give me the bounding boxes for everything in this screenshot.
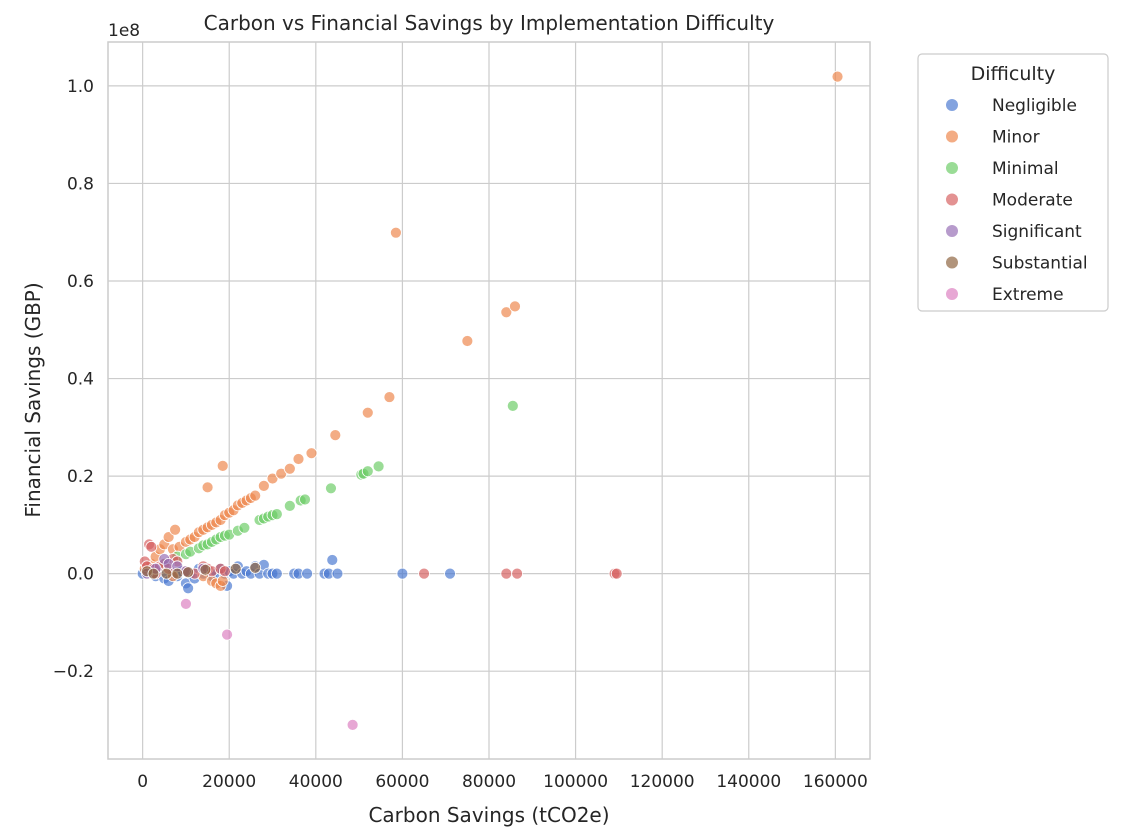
point-minor bbox=[383, 391, 396, 403]
point-minimal bbox=[283, 499, 296, 512]
y-axis-label: Financial Savings (GBP) bbox=[21, 282, 45, 517]
point-negligible bbox=[331, 567, 344, 580]
point-minor bbox=[461, 335, 474, 347]
point-minor bbox=[216, 459, 229, 472]
x-tick-label: 100000 bbox=[543, 772, 608, 792]
point-minor bbox=[169, 523, 182, 536]
point-moderate bbox=[511, 567, 524, 580]
point-moderate bbox=[610, 567, 623, 580]
point-negligible bbox=[270, 567, 283, 580]
legend-marker-substantial bbox=[946, 256, 958, 269]
legend-marker-moderate bbox=[946, 193, 958, 206]
point-minor bbox=[257, 479, 270, 492]
x-tick-labels: 0 20000 40000 60000 80000 100000 120000 140000 1… bbox=[137, 772, 868, 792]
point-minimal bbox=[325, 482, 337, 495]
point-minor bbox=[216, 575, 229, 587]
point-moderate bbox=[418, 567, 430, 580]
legend-marker-significant bbox=[946, 225, 958, 237]
x-tick-label: 120000 bbox=[630, 772, 695, 792]
point-moderate bbox=[500, 567, 513, 580]
point-minor bbox=[292, 453, 305, 465]
point-minor bbox=[390, 226, 402, 239]
series-minimal bbox=[158, 399, 519, 570]
point-minor bbox=[509, 300, 521, 313]
grid bbox=[108, 42, 870, 759]
point-negligible bbox=[444, 567, 456, 580]
legend-marker-minimal bbox=[946, 162, 958, 174]
legend-label-negligible: Negligible bbox=[992, 96, 1077, 116]
y-tick-label: 0.8 bbox=[67, 174, 94, 194]
x-tick-label: 20000 bbox=[202, 772, 256, 792]
point-substantial bbox=[229, 562, 242, 575]
point-substantial bbox=[171, 567, 184, 580]
point-moderate bbox=[145, 540, 158, 553]
legend-label-minimal: Minimal bbox=[992, 159, 1059, 179]
point-negligible bbox=[301, 567, 314, 580]
point-minor bbox=[361, 406, 374, 419]
point-minor bbox=[329, 429, 342, 442]
point-negligible bbox=[182, 582, 194, 595]
legend-title: Difficulty bbox=[971, 63, 1056, 85]
point-extreme bbox=[180, 597, 192, 610]
point-minor bbox=[283, 462, 296, 475]
x-tick-label: 80000 bbox=[462, 772, 516, 792]
legend-marker-extreme bbox=[946, 288, 958, 300]
y-tick-label: 0.2 bbox=[67, 467, 94, 487]
point-substantial bbox=[160, 567, 173, 580]
chart-title: Carbon vs Financial Savings by Implement… bbox=[204, 11, 775, 35]
x-tick-label: 140000 bbox=[716, 772, 781, 792]
y-tick-label: 1.0 bbox=[67, 77, 94, 97]
legend-label-minor: Minor bbox=[992, 128, 1040, 148]
y-tick-label: 0.0 bbox=[67, 565, 94, 585]
x-tick-label: 0 bbox=[137, 772, 148, 792]
legend-marker-minor bbox=[946, 130, 958, 143]
point-minimal bbox=[506, 399, 519, 412]
point-substantial bbox=[182, 566, 194, 579]
legend: Difficulty Negligible Minor Minimal Moderat… bbox=[917, 53, 1109, 312]
legend-marker-negligible bbox=[946, 99, 958, 111]
plot-frame bbox=[107, 41, 871, 760]
y-tick-label: 0.4 bbox=[67, 370, 94, 390]
x-tick-label: 40000 bbox=[289, 772, 343, 792]
point-minor bbox=[305, 447, 318, 460]
x-axis-label: Carbon Savings (tCO2e) bbox=[368, 803, 609, 827]
point-minor bbox=[201, 481, 214, 494]
x-tick-label: 60000 bbox=[375, 772, 429, 792]
legend-label-significant: Significant bbox=[992, 222, 1082, 242]
legend-label-substantial: Substantial bbox=[992, 254, 1088, 274]
point-minor bbox=[831, 70, 844, 83]
x-tick-label: 160000 bbox=[803, 772, 868, 792]
series-substantial bbox=[141, 561, 262, 580]
point-substantial bbox=[249, 561, 262, 574]
legend-label-extreme: Extreme bbox=[992, 285, 1064, 305]
y-tick-label: 0.6 bbox=[67, 272, 94, 292]
y-tick-label: −0.2 bbox=[53, 662, 94, 682]
point-minimal bbox=[372, 460, 385, 473]
point-minimal bbox=[270, 508, 283, 521]
legend-box bbox=[917, 53, 1109, 312]
legend-label-moderate: Moderate bbox=[992, 191, 1073, 211]
point-minor bbox=[162, 531, 175, 543]
legend-items: Negligible Minor Minimal Moderate Significan… bbox=[946, 96, 1088, 305]
series-extreme bbox=[180, 597, 359, 731]
point-substantial bbox=[199, 563, 212, 576]
data-points bbox=[136, 70, 844, 731]
point-minimal bbox=[361, 465, 374, 478]
y-offset-text: 1e8 bbox=[108, 21, 140, 41]
point-minimal bbox=[238, 521, 251, 534]
point-minor bbox=[249, 489, 262, 502]
point-substantial bbox=[147, 567, 160, 580]
point-extreme bbox=[221, 628, 233, 641]
y-tick-labels: −0.2 0.0 0.2 0.4 0.6 0.8 1.0 bbox=[53, 77, 94, 682]
point-minor bbox=[500, 306, 513, 319]
point-minimal bbox=[299, 493, 311, 506]
point-extreme bbox=[346, 718, 359, 731]
point-negligible bbox=[326, 554, 339, 566]
point-moderate bbox=[218, 565, 231, 578]
point-negligible bbox=[396, 567, 409, 580]
